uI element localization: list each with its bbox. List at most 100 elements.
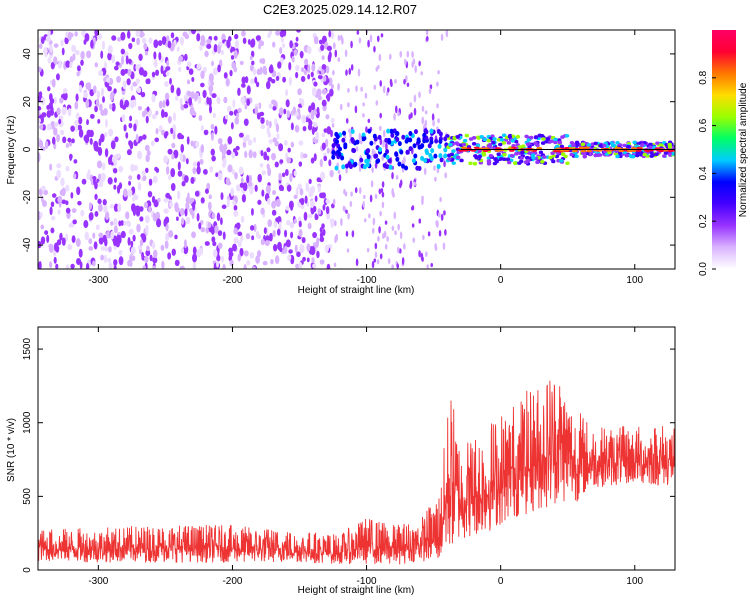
heatmap-cell [388,164,393,170]
heatmap-cell [151,113,157,120]
heatmap-cell [71,138,75,144]
heatmap-cell [44,230,49,235]
heatmap-cell [75,238,81,247]
heatmap-cell [560,152,566,156]
heatmap-cell [99,103,103,112]
heatmap-cell [46,110,52,118]
heatmap-cell [493,157,498,161]
heatmap-cell [374,153,379,159]
heatmap-cell [403,243,406,250]
heatmap-cell [104,132,108,138]
heatmap-cell [293,218,298,224]
heatmap-cell [181,180,186,187]
heatmap-cell [601,143,607,148]
heatmap-cell [128,122,133,129]
heatmap-cell [233,204,238,211]
heatmap-cell [291,256,295,262]
heatmap-cell [261,189,265,197]
heatmap-cell [197,161,200,168]
heatmap-cell [196,165,201,175]
heatmap-cell [413,129,418,135]
heatmap-cell [394,151,399,157]
heatmap-cell [240,177,244,185]
heatmap-cell [238,166,244,175]
spectrogram-x-label: Height of straight line (km) [298,285,415,296]
heatmap-cell [580,142,586,147]
heatmap-cell [266,147,271,153]
heatmap-cell [163,111,168,118]
heatmap-cell [237,240,242,248]
heatmap-cell [234,39,240,49]
heatmap-cell [299,50,304,59]
heatmap-cell [107,52,112,61]
heatmap-cell [274,161,279,168]
heatmap-cell [167,148,173,155]
heatmap-cell [142,134,147,140]
heatmap-cell [175,95,179,101]
heatmap-cell [359,157,364,163]
heatmap-cell [149,254,153,262]
heatmap-cell [195,140,200,148]
heatmap-cell [275,217,280,222]
heatmap-cell [364,92,368,99]
heatmap-cell [192,202,196,211]
heatmap-cell [168,230,174,238]
heatmap-cell [256,112,261,120]
heatmap-cell [78,248,83,258]
heatmap-cell [167,40,172,49]
heatmap-cell [574,140,580,145]
spectrogram-x-ticks: -300 -200 -100 0 100 [88,30,644,286]
heatmap-cell [237,253,241,262]
heatmap-cell [50,61,55,70]
heatmap-cell [253,136,257,144]
heatmap-cell [287,147,291,153]
heatmap-cell [225,114,229,120]
heatmap-cell [53,242,58,252]
heatmap-cell [431,113,435,121]
heatmap-cell [501,141,506,145]
heatmap-cell [267,198,271,205]
heatmap-cell [216,96,221,105]
heatmap-cell [289,172,293,183]
heatmap-cell [170,167,176,178]
heatmap-cell [154,137,159,143]
heatmap-cell [285,99,290,108]
heatmap-cell [89,138,93,145]
heatmap-cell [228,251,234,257]
heatmap-cell [180,134,185,140]
heatmap-cell [200,226,206,233]
heatmap-cell [664,142,669,147]
heatmap-cell [399,149,404,155]
heatmap-cell [164,92,170,102]
heatmap-cell [517,161,522,165]
heatmap-cell [624,153,630,158]
heatmap-cell [43,189,49,196]
heatmap-cell [59,97,64,104]
heatmap-cell [241,193,246,203]
heatmap-cell [186,136,190,145]
heatmap-cell [217,242,223,250]
heatmap-cell [204,188,209,194]
heatmap-cell [292,106,297,115]
heatmap-cell [440,213,444,221]
heatmap-cell [443,210,446,216]
heatmap-cell [170,32,175,39]
heatmap-cell [81,178,87,185]
heatmap-cell [128,180,132,186]
heatmap-cell [321,192,327,199]
heatmap-cell [49,163,53,171]
heatmap-cell [176,46,180,52]
heatmap-cell [501,133,507,138]
heatmap-cell [310,200,315,209]
heatmap-cell [331,143,336,149]
heatmap-cell [551,159,556,164]
heatmap-cell [622,143,627,148]
heatmap-cell [164,240,169,249]
heatmap-cell [386,87,390,93]
heatmap-cell [391,225,395,231]
heatmap-cell [271,200,277,209]
heatmap-cell [226,39,231,49]
spectrogram-cells [38,30,675,269]
heatmap-cell [564,133,570,138]
heatmap-cell [282,43,286,48]
